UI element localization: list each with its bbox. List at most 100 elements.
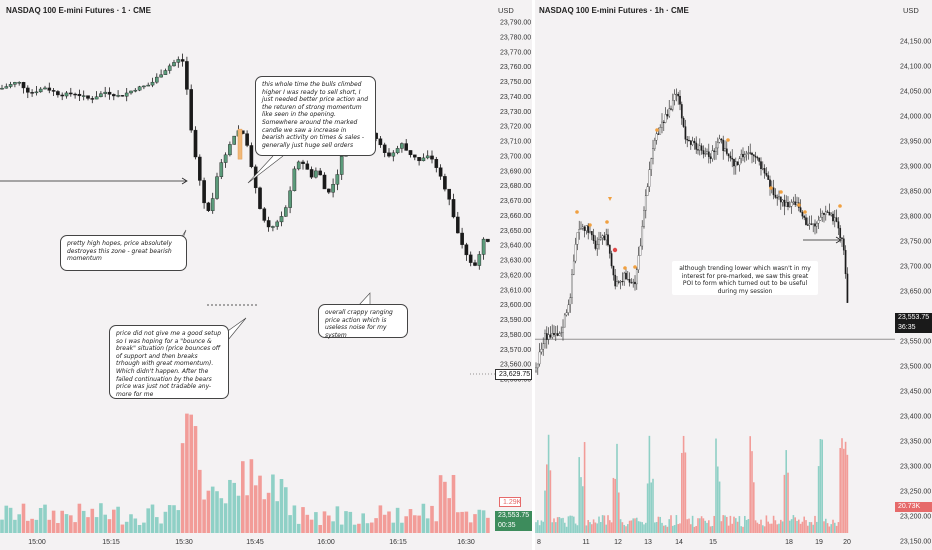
candle-body bbox=[176, 59, 181, 63]
volume-bar bbox=[738, 516, 741, 533]
volume-bar bbox=[549, 470, 552, 533]
candle-body bbox=[695, 142, 698, 150]
left-chart-panel[interactable]: NASDAQ 100 E-mini Futures · 1 · CME USD … bbox=[0, 0, 532, 550]
candle-body bbox=[765, 173, 768, 176]
candle-body bbox=[585, 225, 588, 231]
candle-body bbox=[823, 212, 825, 215]
candle-body bbox=[154, 76, 159, 83]
candle-body bbox=[671, 100, 674, 110]
candle-body bbox=[614, 274, 617, 287]
candle-body bbox=[249, 145, 254, 168]
volume-bar bbox=[812, 524, 814, 533]
candle-body bbox=[648, 169, 651, 187]
candle-body bbox=[387, 152, 391, 157]
volume-bar bbox=[771, 523, 773, 533]
volume-bar bbox=[30, 518, 34, 533]
candle-body bbox=[594, 240, 597, 249]
candle-body bbox=[675, 93, 678, 96]
candle-body bbox=[711, 150, 714, 159]
volume-bar bbox=[810, 522, 813, 533]
signal-dot bbox=[797, 203, 801, 207]
note-poi: although trending lower which wasn't in … bbox=[672, 261, 818, 295]
signal-dot bbox=[769, 186, 773, 190]
candle-body bbox=[653, 140, 656, 149]
candle-body bbox=[718, 138, 721, 143]
volume-bar bbox=[828, 526, 831, 533]
volume-bar bbox=[661, 522, 663, 533]
y-tick-label: 23,670.00 bbox=[500, 198, 531, 205]
volume-bar bbox=[762, 525, 764, 533]
volume-bar bbox=[601, 515, 604, 533]
volume-bar bbox=[404, 516, 408, 533]
volume-bar bbox=[468, 522, 473, 533]
volume-bar bbox=[686, 519, 688, 533]
candle-body bbox=[783, 199, 786, 207]
x-tick-label: 13 bbox=[644, 539, 652, 546]
y-tick-label: 24,150.00 bbox=[900, 39, 931, 46]
volume-bar bbox=[753, 482, 755, 533]
volume-bar bbox=[210, 486, 215, 533]
volume-bar bbox=[322, 511, 327, 533]
candle-body bbox=[662, 121, 665, 124]
volume-bar bbox=[228, 479, 232, 533]
candle-body bbox=[107, 91, 112, 95]
candle-body bbox=[481, 238, 486, 255]
candle-body bbox=[639, 245, 642, 256]
volume-bar bbox=[821, 439, 823, 533]
candle-body bbox=[460, 232, 464, 245]
volume-bar bbox=[8, 507, 13, 533]
right-countdown-label: 36:35 bbox=[895, 323, 932, 333]
volume-bar bbox=[817, 466, 820, 533]
candle-body bbox=[842, 238, 845, 251]
volume-bar bbox=[641, 522, 643, 533]
y-tick-label: 23,700.00 bbox=[500, 153, 531, 160]
candle-body bbox=[103, 91, 107, 94]
volume-bar bbox=[735, 518, 737, 533]
candle-body bbox=[86, 95, 90, 99]
candle-body bbox=[538, 351, 541, 365]
candle-body bbox=[430, 155, 434, 160]
volume-bar bbox=[400, 522, 404, 533]
volume-bar bbox=[567, 516, 570, 533]
y-tick-label: 23,570.00 bbox=[500, 347, 531, 354]
candle-body bbox=[266, 220, 271, 228]
volume-bar bbox=[447, 498, 451, 533]
volume-bar bbox=[576, 525, 579, 533]
volume-bar bbox=[560, 518, 562, 533]
volume-bar bbox=[781, 521, 784, 533]
volume-bar bbox=[180, 443, 185, 533]
panel-divider[interactable] bbox=[532, 0, 535, 550]
volume-bar bbox=[783, 474, 786, 533]
candle-body bbox=[830, 213, 833, 216]
signal-dot-red bbox=[612, 247, 618, 253]
volume-bar bbox=[607, 515, 609, 533]
right-chart-panel[interactable]: NASDAQ 100 E-mini Futures · 1h · CME USD… bbox=[535, 0, 932, 550]
candle-body bbox=[706, 151, 708, 154]
signal-dot bbox=[779, 190, 783, 194]
volume-bar bbox=[185, 413, 189, 533]
candle-body bbox=[245, 133, 249, 146]
volume-bar bbox=[365, 523, 370, 533]
left-candlestick-chart[interactable]: 23,790.00 23,780.00 23,770.00 23,760.00 23,7… bbox=[0, 0, 532, 550]
candle-body bbox=[569, 297, 572, 306]
volume-bar bbox=[189, 414, 193, 533]
volume-bar bbox=[747, 519, 750, 533]
candle-body bbox=[832, 213, 834, 222]
volume-bar bbox=[172, 505, 176, 533]
volume-bar bbox=[292, 505, 297, 533]
volume-bar bbox=[69, 515, 73, 533]
candle-body bbox=[163, 70, 168, 75]
volume-bar bbox=[654, 522, 656, 533]
volume-bar bbox=[627, 524, 629, 533]
x-tick-label: 15:45 bbox=[246, 539, 264, 546]
volume-bar bbox=[232, 482, 236, 533]
candle-body bbox=[382, 144, 387, 153]
candle-body bbox=[51, 90, 56, 92]
volume-bar bbox=[691, 515, 694, 533]
candle-body bbox=[571, 274, 573, 298]
volume-bar bbox=[609, 520, 611, 533]
candle-body bbox=[536, 363, 539, 369]
right-candlestick-chart[interactable]: 24,150.00 24,100.00 24,050.00 24,000.00 23,9… bbox=[535, 0, 932, 550]
volume-bar bbox=[780, 519, 782, 533]
volume-bar bbox=[664, 525, 667, 533]
